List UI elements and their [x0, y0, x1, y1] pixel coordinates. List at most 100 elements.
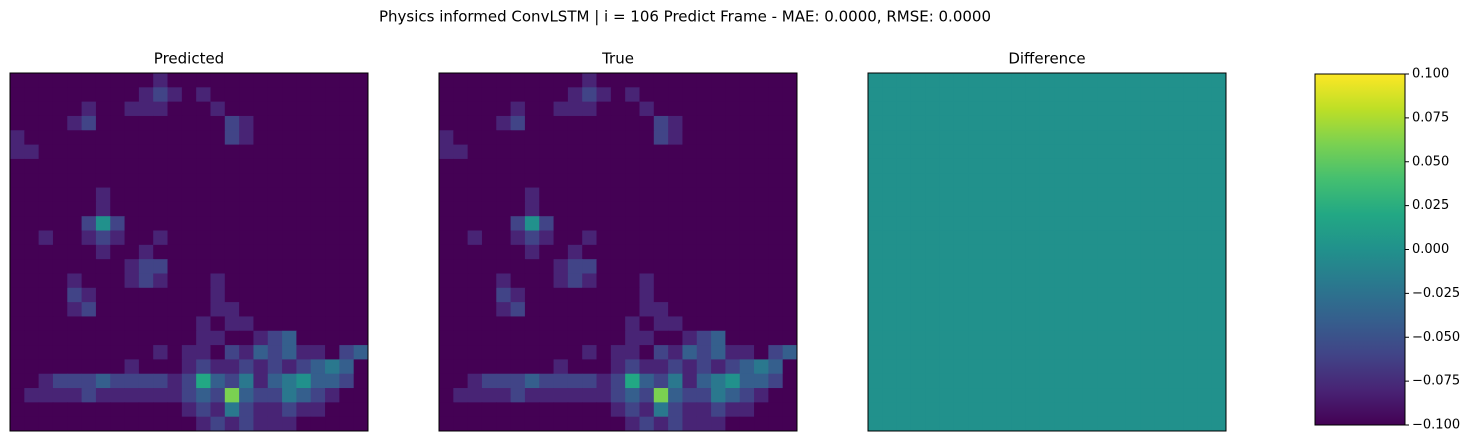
heatmap-cell	[153, 115, 169, 131]
heatmap-cell	[439, 115, 454, 131]
heatmap-cell	[996, 416, 1012, 432]
heatmap-cell	[1211, 230, 1227, 246]
heatmap-cell	[124, 144, 140, 160]
heatmap-cell	[896, 373, 912, 389]
heatmap-cell	[782, 101, 798, 117]
heatmap-cell	[567, 115, 583, 131]
heatmap-cell	[453, 287, 469, 303]
heatmap-cell	[1140, 201, 1155, 217]
heatmap-cell	[1125, 87, 1141, 103]
heatmap-cell	[110, 402, 126, 418]
heatmap-cell	[711, 302, 726, 317]
heatmap-cell	[1168, 273, 1184, 289]
heatmap-cell	[996, 259, 1012, 274]
heatmap-cell	[754, 316, 769, 332]
heatmap-cell	[1197, 158, 1213, 174]
heatmap-cell	[339, 216, 355, 232]
heatmap-cell	[754, 402, 769, 418]
heatmap-cell	[768, 144, 784, 160]
heatmap-cell	[682, 302, 698, 317]
heatmap-cell	[939, 201, 955, 217]
heatmap-cell	[1054, 158, 1069, 174]
heatmap-cell	[696, 187, 712, 203]
heatmap-cell	[296, 130, 312, 146]
heatmap-cell	[610, 244, 626, 260]
heatmap-cell	[596, 316, 612, 332]
heatmap-cell	[1211, 316, 1227, 332]
heatmap-cell	[496, 87, 512, 103]
heatmap-cell	[439, 273, 454, 289]
heatmap-cell	[267, 187, 283, 203]
heatmap-cell	[95, 244, 111, 260]
heatmap-cell	[1125, 330, 1141, 346]
heatmap-cell	[1125, 201, 1141, 217]
heatmap-cell	[882, 416, 898, 432]
heatmap-cell	[296, 73, 312, 88]
heatmap-cell	[653, 273, 669, 289]
heatmap-cell	[625, 230, 640, 246]
heatmap-cell	[1068, 244, 1084, 260]
heatmap-cell	[524, 388, 540, 403]
heatmap-cell	[739, 158, 755, 174]
heatmap-cell	[496, 130, 512, 146]
heatmap-cell	[1039, 216, 1055, 232]
heatmap-cell	[24, 73, 40, 88]
heatmap-cell	[153, 230, 169, 246]
heatmap-cell	[224, 101, 240, 117]
heatmap-cell	[782, 230, 798, 246]
heatmap-cell	[668, 302, 683, 317]
heatmap-cell	[968, 158, 984, 174]
heatmap-cell	[153, 73, 169, 88]
heatmap-cell	[481, 87, 497, 103]
heatmap-cell	[81, 87, 97, 103]
heatmap-cell	[353, 230, 369, 246]
heatmap-cell	[325, 101, 340, 117]
heatmap-cell	[725, 130, 741, 146]
heatmap-cell	[1140, 373, 1155, 389]
heatmap-cell	[496, 273, 512, 289]
heatmap-cell	[1111, 244, 1127, 260]
heatmap-cell	[653, 230, 669, 246]
heatmap-cell	[1154, 345, 1170, 360]
heatmap-cell	[1211, 115, 1227, 131]
heatmap-cell	[711, 130, 726, 146]
heatmap-cell	[239, 273, 254, 289]
heatmap-cell	[882, 316, 898, 332]
heatmap-cell	[754, 87, 769, 103]
heatmap-cell	[1054, 130, 1069, 146]
heatmap-cell	[1011, 416, 1027, 432]
heatmap-cell	[224, 416, 240, 432]
heatmap-cell	[1211, 330, 1227, 346]
heatmap-cell	[596, 201, 612, 217]
heatmap-cell	[868, 201, 883, 217]
heatmap-cell	[553, 388, 569, 403]
heatmap-cell	[1082, 316, 1098, 332]
heatmap-cell	[882, 87, 898, 103]
heatmap-cell	[1054, 144, 1069, 160]
heatmap-cell	[453, 201, 469, 217]
heatmap-cell	[10, 345, 25, 360]
heatmap-cell	[696, 87, 712, 103]
heatmap-cell	[682, 73, 698, 88]
heatmap-cell	[467, 216, 483, 232]
heatmap-cell	[868, 359, 883, 375]
heatmap-cell	[1197, 273, 1213, 289]
heatmap-cell	[38, 244, 54, 260]
heatmap-cell	[181, 144, 197, 160]
heatmap-cell	[124, 302, 140, 317]
heatmap-cell	[467, 144, 483, 160]
heatmap-cell	[754, 173, 769, 189]
heatmap-cell	[167, 402, 183, 418]
heatmap-cell	[1054, 316, 1069, 332]
heatmap-cell	[553, 101, 569, 117]
heatmap-cell	[682, 316, 698, 332]
heatmap-cell	[1039, 416, 1055, 432]
heatmap-cell	[1197, 345, 1213, 360]
heatmap-cell	[925, 287, 941, 303]
heatmap-cell	[1183, 373, 1198, 389]
heatmap-cell	[325, 173, 340, 189]
heatmap-cell	[782, 388, 798, 403]
heatmap-cell	[1154, 273, 1170, 289]
heatmap-cell	[553, 259, 569, 274]
heatmap-cell	[1168, 115, 1184, 131]
